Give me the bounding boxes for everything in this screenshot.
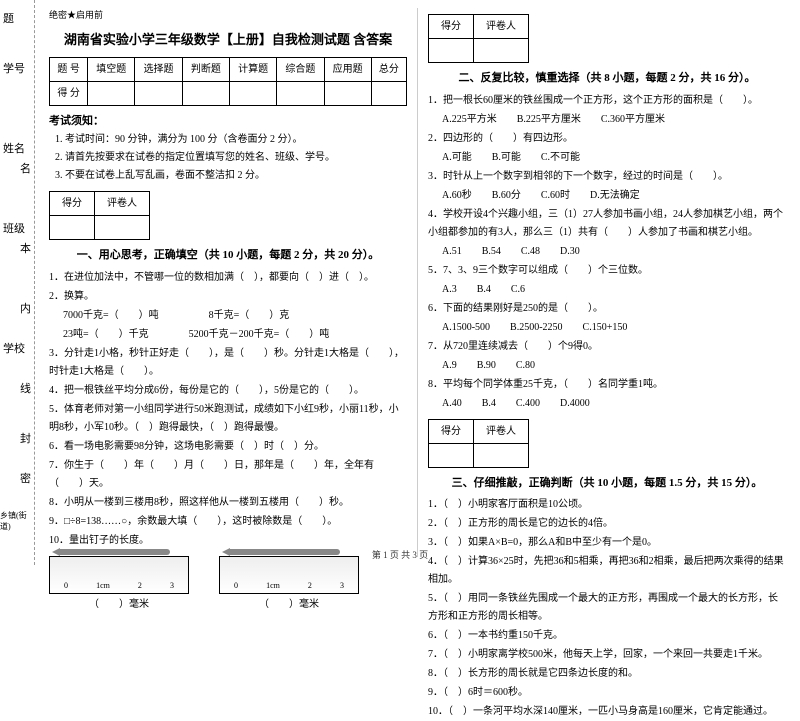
ruler-2-answer: （ ）毫米 [219,596,359,613]
score-h5: 综合题 [277,58,324,82]
notice-title: 考试须知： [49,112,407,131]
q2-5o: A.3 B.4 C.6 [442,281,786,299]
side-label-7: 内 [20,300,31,316]
grader-c2: 评卷人 [95,192,150,216]
score-h4: 计算题 [229,58,276,82]
q3-6: 6．（ ）一本书约重150千克。 [428,627,786,645]
secret-label: 绝密★启用前 [49,8,407,23]
score-h3: 判断题 [182,58,229,82]
score-h6: 应用题 [324,58,371,82]
q2-6o: A.1500-500 B.2500-2250 C.150+150 [442,319,786,337]
q3-7: 7．（ ）小明家离学校500米，他每天上学，回家，一个来回一共要走1千米。 [428,646,786,664]
q1-2b: 23吨=（ ）千克 5200千克－200千克=（ ）吨 [63,326,407,344]
score-h2: 选择题 [135,58,182,82]
side-label-2: 学号 [3,60,25,76]
q1-2: 2．换算。 [49,288,407,306]
q1-6: 6．看一场电影需要98分钟，这场电影需要（ ）时（ ）分。 [49,438,407,456]
q1-2a: 7000千克=（ ）吨 8千克=（ ）克 [63,307,407,325]
score-h1: 填空题 [88,58,135,82]
side-label-4: 名 [20,160,31,176]
q2-1o: A.225平方米 B.225平方厘米 C.360平方厘米 [442,111,786,129]
q2-8o: A.40 B.4 C.400 D.4000 [442,395,786,413]
side-label-12: 乡镇(街道) [0,510,34,532]
side-label-11: 密 [20,470,31,486]
page-footer: 第 1 页 共 3 页 [0,548,800,561]
q2-3o: A.60秒 B.60分 C.60时 D.无法确定 [442,187,786,205]
notice-3: 不要在试卷上乱写乱画，卷面不整洁扣 2 分。 [65,167,407,185]
side-label-5: 班级 [3,220,25,236]
grader-c1: 得分 [50,192,95,216]
q2-1: 1．把一根长60厘米的铁丝围成一个正方形，这个正方形的面积是（ ）。 [428,92,786,110]
q2-4o: A.51 B.54 C.48 D.30 [442,243,786,261]
ruler-1: 0 1cm 2 3 （ ）毫米 [49,556,189,613]
q1-8: 8．小明从一楼到三楼用8秒，照这样他从一楼到五楼用（ ）秒。 [49,494,407,512]
main-content: 绝密★启用前 湖南省实验小学三年级数学【上册】自我检测试题 含答案 题 号 填空… [35,0,800,565]
q2-2o: A.可能 B.可能 C.不可能 [442,149,786,167]
q2-5: 5．7、3、9三个数字可以组成（ ）个三位数。 [428,262,786,280]
q3-2: 2．（ ）正方形的周长是它的边长的4倍。 [428,515,786,533]
score-h0: 题 号 [50,58,88,82]
grader-table-1: 得分评卷人 [49,191,150,240]
q1-5: 5．体育老师对第一小组同学进行50米跑测试，成绩如下小红9秒，小丽11秒，小明8… [49,401,407,437]
section3-title: 三、仔细推敲，正确判断（共 10 小题，每题 1.5 分，共 15 分）。 [428,474,786,493]
q3-1: 1．（ ）小明家客厅面积是10公顷。 [428,496,786,514]
binding-sidebar: 题 学号 姓名 名 班级 本 内 学校 线 封 密 乡镇(街道) [0,0,35,565]
q2-7o: A.9 B.90 C.80 [442,357,786,375]
q3-5: 5．（ ）用同一条铁丝先围成一个最大的正方形，再围成一个最大的长方形，长方形和正… [428,590,786,626]
q1-7: 7．你生于（ ）年（ ）月（ ）日，那年是（ ）年，全年有（ ）天。 [49,457,407,493]
side-label-10: 封 [20,430,31,446]
q2-4: 4．学校开设4个兴趣小组，三（1）27人参加书画小组，24人参加棋艺小组，两个小… [428,206,786,242]
side-label-8: 学校 [3,340,25,356]
ruler-1-answer: （ ）毫米 [49,596,189,613]
q2-3: 3．时针从上一个数字到相邻的下一个数字，经过的时间是（ ）。 [428,168,786,186]
left-column: 绝密★启用前 湖南省实验小学三年级数学【上册】自我检测试题 含答案 题 号 填空… [39,8,418,557]
ruler-2: 0 1cm 2 3 （ ）毫米 [219,556,359,613]
exam-title: 湖南省实验小学三年级数学【上册】自我检测试题 含答案 [49,29,407,51]
q3-8: 8．（ ）长方形的周长就是它四条边长度的和。 [428,665,786,683]
q2-8: 8．平均每个同学体重25千克，（ ）名同学重1吨。 [428,376,786,394]
q2-7: 7．从720里连续减去（ ）个9得0。 [428,338,786,356]
q2-2: 2．四边形的（ ）有四边形。 [428,130,786,148]
q1-4: 4．把一根铁丝平均分成6份，每份是它的（ ），5份是它的（ ）。 [49,382,407,400]
score-h7: 总分 [371,58,406,82]
section2-title: 二、反复比较，慎重选择（共 8 小题，每题 2 分，共 16 分）。 [428,69,786,88]
side-label-9: 线 [20,380,31,396]
notice-list: 考试时间：90 分钟，满分为 100 分（含卷面分 2 分）。 请首先按要求在试… [49,131,407,185]
score-table: 题 号 填空题 选择题 判断题 计算题 综合题 应用题 总分 得 分 [49,57,407,106]
q3-9: 9．（ ）6时＝600秒。 [428,684,786,702]
side-label-6: 本 [20,240,31,256]
grader-table-3: 得分评卷人 [428,419,529,468]
score-r2: 得 分 [50,82,88,106]
q1-9: 9．□÷8=138……○，余数最大填（ ），这时被除数是（ ）。 [49,513,407,531]
q1-1: 1．在进位加法中，不管哪一位的数相加满（ ），都要向（ ）进（ ）。 [49,269,407,287]
ruler-row: 0 1cm 2 3 （ ）毫米 0 1cm 2 [49,556,407,613]
right-column: 得分评卷人 二、反复比较，慎重选择（共 8 小题，每题 2 分，共 16 分）。… [418,8,796,557]
q3-10: 10．（ ）一条河平均水深140厘米，一匹小马身高是160厘米，它肯定能通过。 [428,703,786,721]
section1-title: 一、用心思考，正确填空（共 10 小题，每题 2 分，共 20 分）。 [49,246,407,265]
side-label-1: 题 [3,10,14,26]
grader-table-2: 得分评卷人 [428,14,529,63]
q2-6: 6．下面的结果刚好是250的是（ ）。 [428,300,786,318]
notice-2: 请首先按要求在试卷的指定位置填写您的姓名、班级、学号。 [65,149,407,167]
side-label-3: 姓名 [3,140,25,156]
q1-3: 3．分针走1小格，秒针正好走（ ），是（ ）秒。分针走1大格是（ ），时针走1大… [49,345,407,381]
notice-1: 考试时间：90 分钟，满分为 100 分（含卷面分 2 分）。 [65,131,407,149]
